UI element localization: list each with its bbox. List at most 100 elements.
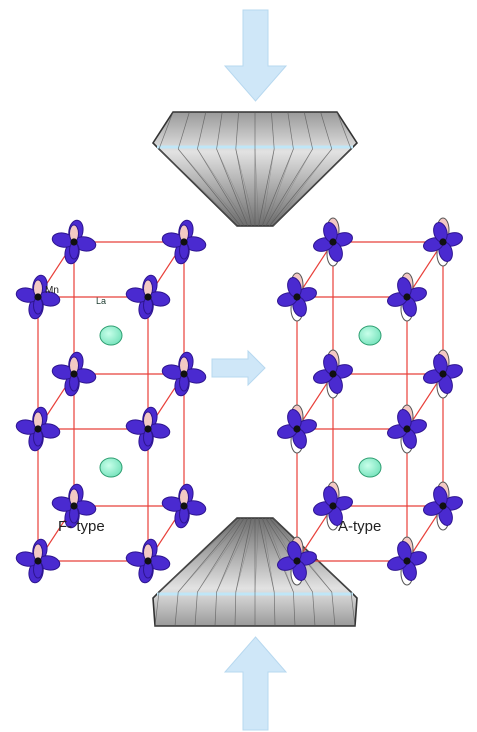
diamond-facet [235,517,256,593]
diamond-facet [174,591,179,627]
right-arrow-icon [211,349,266,387]
diamond-facet [158,517,238,593]
transition-arrow [211,349,266,387]
diamond-facet [197,517,245,593]
diamond-facet [269,148,333,227]
la-label: La [96,296,106,306]
mn-site [423,217,463,267]
diamond-facet [336,111,352,150]
mn-atom [293,293,301,301]
diamond-facet [261,517,294,593]
mn-site [161,219,207,265]
mn-atom [144,557,152,565]
mn-site [313,349,353,399]
diamond-facet [216,111,223,150]
mn-site [51,219,97,265]
mn-atom [70,370,78,378]
la-ion [358,325,382,346]
diamond-facet [216,148,249,227]
mn-label: Mn [45,285,59,296]
mn-atom [180,370,188,378]
diamond-facet [350,591,356,627]
diamond-facet [320,111,333,150]
diamond-facet [214,591,217,627]
mn-atom [403,425,411,433]
f-type-label: F- type [58,518,105,535]
bottom-diamond-anvil [152,517,358,627]
mn-site [277,272,317,322]
diamond-facet [258,517,275,593]
diamond-facet [293,591,296,627]
mn-atom [329,370,337,378]
diamond-facet [235,517,252,593]
mn-site [161,351,207,397]
diamond-facet [269,148,313,227]
mn-site [125,538,171,584]
mn-site [313,217,353,267]
mn-site [15,274,61,320]
down-arrow-icon [223,9,288,102]
diamond-facet [272,148,352,227]
top-pressure-arrow [223,9,288,102]
la-ion [99,457,123,478]
diamond-facet [197,111,207,150]
la-ion [358,457,382,478]
a-type-lattice [277,217,463,586]
diamond-facet [235,148,256,227]
diamond-facet [254,148,259,227]
diamond-facet [197,148,245,227]
diamond-facet [177,148,241,227]
diamond-facet [216,517,249,593]
a-type-label: A-type [338,518,381,535]
mn-atom [70,238,78,246]
diamond-facet [158,111,174,150]
mn-site [387,536,427,586]
diamond-facet [154,591,160,627]
mn-atom [34,557,42,565]
mn-site [51,351,97,397]
mn-site [15,406,61,452]
mn-atom [144,425,152,433]
mn-site [125,274,171,320]
mn-site [125,406,171,452]
mn-atom [329,238,337,246]
mn-site [277,536,317,586]
diamond-facet [312,591,316,627]
diamond-facet [158,148,241,227]
diamond-facet [216,148,252,227]
f-type-lattice: La [15,219,207,584]
mn-atom [439,370,447,378]
mn-site [51,483,97,529]
diamond-facet [178,517,245,593]
mn-atom [180,502,188,510]
bottom-pressure-arrow [223,636,288,731]
mn-site [277,404,317,454]
diamond-facet [261,517,275,593]
diamond-facet [261,148,275,227]
mn-atom [439,238,447,246]
diamond-facet [265,148,294,227]
diamond-facet [265,148,313,227]
mn-site [15,538,61,584]
mn-atom [34,425,42,433]
diamond-facet [254,517,259,593]
mn-atom [144,293,152,301]
top-diamond-anvil [151,111,359,227]
mn-site [387,404,427,454]
mn-atom [329,502,337,510]
la-ion [99,325,123,346]
mn-atom [403,557,411,565]
diamond-facet [197,517,249,593]
diamond-facet [177,517,241,593]
mn-site [161,483,207,529]
diamond-facet [216,517,252,593]
diamond-facet [273,591,276,627]
mn-atom [403,293,411,301]
diamond-facet [178,148,245,227]
mn-site [313,481,353,531]
diamond-facet [303,111,313,150]
diamond-facet [235,148,252,227]
diamond-facet [287,111,294,150]
